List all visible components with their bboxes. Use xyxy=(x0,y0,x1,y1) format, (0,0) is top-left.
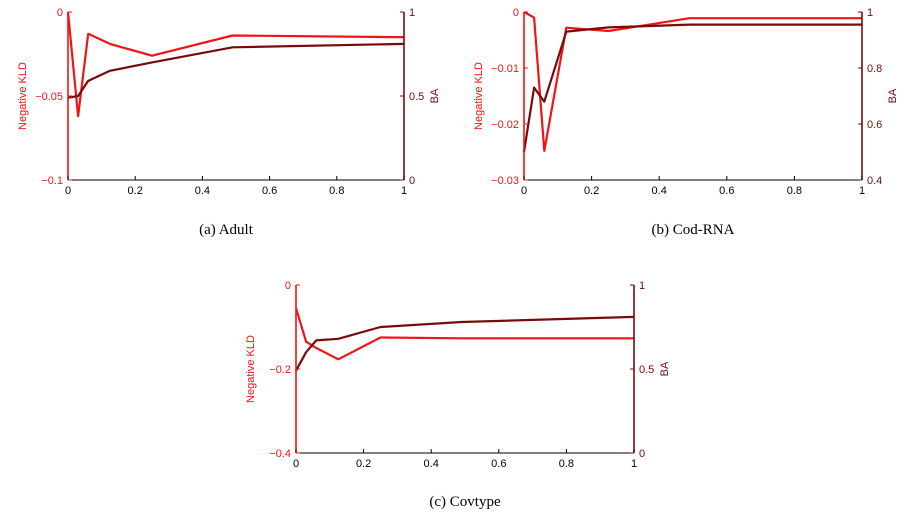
right-axis-label: BA xyxy=(429,88,441,103)
right-y-tick-label: 0.8 xyxy=(867,63,882,75)
left-axis-label: Negative KLD xyxy=(17,62,29,130)
left-y-tick-label: −0.05 xyxy=(35,91,63,103)
panel-adult: 0 0.2 0.4 0.6 0.8 1 −0.1 −0.05 0 0 0.5 1 Negative KL… xyxy=(17,7,441,238)
x-tick-label: 0.4 xyxy=(195,185,210,197)
left-axis-label: Negative KLD xyxy=(245,335,257,403)
kld-line xyxy=(294,307,634,361)
kld-line xyxy=(66,11,405,118)
right-y-tick-label: 1 xyxy=(409,7,415,19)
panel-covtype: 0 0.2 0.4 0.6 0.8 1 −0.4 −0.2 0 0 0.5 1 Negative KLD… xyxy=(245,280,671,510)
x-tick-label: 0.2 xyxy=(584,185,599,197)
panel-cod-rna: 0 0.2 0.4 0.6 0.8 1 −0.03 −0.02 −0.01 0 0.4 0.6 0.8 1… xyxy=(473,7,899,238)
x-tick-label: 0.6 xyxy=(262,185,277,197)
panel-caption: (b) Cod-RNA xyxy=(652,222,735,238)
left-y-tick-label: −0.03 xyxy=(491,175,519,187)
right-y-tick-label: 0.4 xyxy=(867,175,882,187)
right-axis-label: BA xyxy=(659,361,671,376)
x-tick-label: 0.8 xyxy=(787,185,802,197)
x-tick-label: 0 xyxy=(521,185,527,197)
right-y-tick-label: 0 xyxy=(639,448,645,460)
left-y-tick-label: −0.02 xyxy=(491,119,519,131)
x-tick-label: 0.8 xyxy=(329,185,344,197)
x-tick-label: 0.2 xyxy=(128,185,143,197)
x-tick-label: 1 xyxy=(631,458,637,470)
ba-line xyxy=(522,23,862,153)
x-tick-label: 0 xyxy=(65,185,71,197)
x-tick-label: 0.8 xyxy=(559,458,574,470)
left-y-tick-label: −0.2 xyxy=(269,364,291,376)
x-tick-label: 1 xyxy=(859,185,865,197)
x-tick-label: 0.4 xyxy=(652,185,667,197)
kld-line xyxy=(523,11,862,152)
right-y-tick-label: 0 xyxy=(409,175,415,187)
right-axis-label: BA xyxy=(887,88,899,103)
x-tick-label: 0.4 xyxy=(424,458,439,470)
x-tick-label: 0.6 xyxy=(491,458,506,470)
x-tick-label: 0 xyxy=(293,458,299,470)
right-y-tick-label: 1 xyxy=(639,280,645,292)
left-y-tick-label: 0 xyxy=(57,7,63,19)
right-y-tick-label: 0.6 xyxy=(867,119,882,131)
x-tick-label: 0.2 xyxy=(356,458,371,470)
left-y-tick-label: −0.4 xyxy=(269,448,291,460)
right-y-tick-label: 1 xyxy=(867,7,873,19)
left-y-tick-label: −0.01 xyxy=(491,63,519,75)
left-y-tick-label: 0 xyxy=(285,280,291,292)
ba-line xyxy=(67,42,405,99)
right-y-tick-label: 0.5 xyxy=(409,91,424,103)
x-tick-label: 0.6 xyxy=(719,185,734,197)
right-y-tick-label: 0.5 xyxy=(639,364,654,376)
left-y-tick-label: 0 xyxy=(513,7,519,19)
left-axis-label: Negative KLD xyxy=(473,62,485,130)
x-tick-label: 1 xyxy=(401,185,407,197)
left-y-tick-label: −0.1 xyxy=(41,175,63,187)
ba-line xyxy=(295,315,635,372)
panel-caption: (c) Covtype xyxy=(429,494,501,510)
panel-caption: (a) Adult xyxy=(199,222,254,238)
